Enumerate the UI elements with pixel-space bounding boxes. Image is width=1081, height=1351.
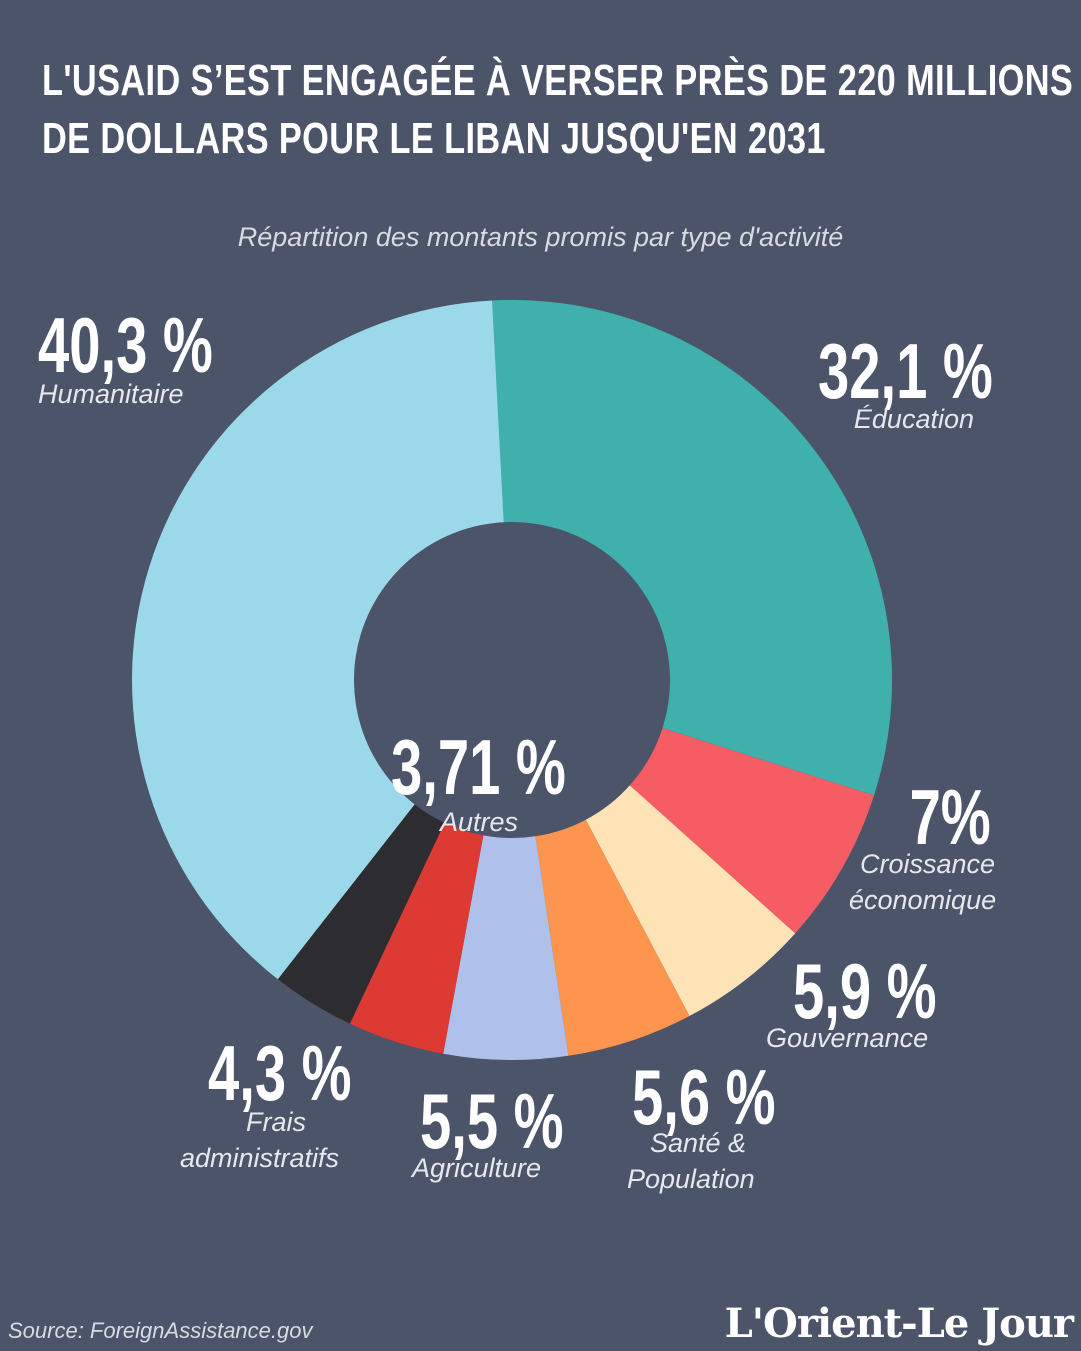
- slice-santé-population: [535, 819, 690, 1056]
- label-autres: Autres: [440, 807, 519, 837]
- pct-frais: 4,3 %: [208, 1029, 352, 1117]
- pct-education: 32,1 %: [818, 327, 993, 415]
- slice-agriculture: [443, 835, 569, 1060]
- pct-gouvernance: 5,9 %: [793, 947, 937, 1035]
- chart-subtitle: Répartition des montants promis par type…: [237, 222, 844, 252]
- slice-éducation: [492, 300, 892, 796]
- chart-title-line-2: DE DOLLARS POUR LE LIBAN JUSQU'EN 2031: [42, 114, 826, 163]
- slice-croissance-économique: [629, 727, 875, 934]
- label-humanitaire: Humanitaire: [38, 379, 184, 409]
- label-gouvernance: Gouvernance: [766, 1023, 929, 1053]
- slice-autres: [277, 804, 445, 1024]
- pct-humanitaire: 40,3 %: [38, 301, 213, 389]
- slice-humanitaire: [131, 300, 504, 980]
- label-croissance-line-2: économique: [849, 885, 997, 915]
- pct-croissance: 7%: [909, 773, 991, 861]
- slice-gouvernance: [585, 785, 796, 1017]
- label-education: Éducation: [853, 404, 974, 434]
- pct-sante: 5,6 %: [632, 1053, 776, 1141]
- pct-autres: 3,71 %: [391, 723, 566, 811]
- label-agriculture: Agriculture: [412, 1153, 542, 1183]
- label-frais-line-1: Frais: [246, 1107, 306, 1137]
- source-note: Source: ForeignAssistance.gov: [8, 1318, 313, 1343]
- pct-agriculture: 5,5 %: [420, 1077, 564, 1165]
- label-frais-line-2: administratifs: [180, 1143, 340, 1173]
- publisher-logo: L'Orient-Le Jour: [724, 1300, 1074, 1347]
- label-sante-line-1: Santé &: [650, 1128, 747, 1158]
- label-sante-line-2: Population: [627, 1164, 755, 1194]
- slice-frais-administratifs: [349, 822, 484, 1054]
- label-croissance-line-1: Croissance: [860, 849, 996, 879]
